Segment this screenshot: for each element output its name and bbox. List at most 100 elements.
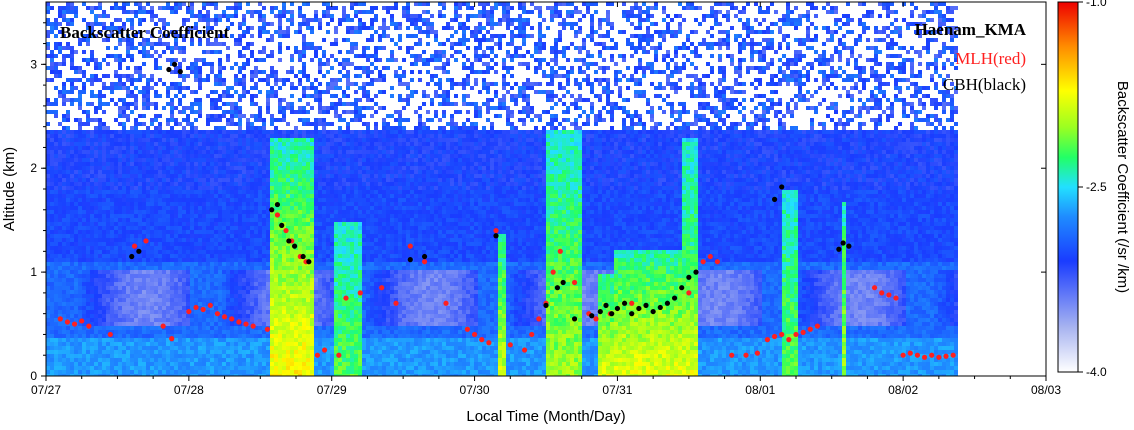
heatmap-cell	[106, 226, 110, 230]
heatmap-cell	[98, 370, 102, 374]
heatmap-cell	[302, 22, 306, 26]
heatmap-cell	[66, 362, 70, 366]
heatmap-cell	[158, 326, 162, 330]
heatmap-cell	[282, 290, 286, 294]
heatmap-cell	[102, 38, 106, 42]
heatmap-cell	[50, 58, 54, 62]
heatmap-cell	[230, 6, 234, 10]
heatmap-cell	[158, 194, 162, 198]
heatmap-cell	[146, 310, 150, 314]
heatmap-cell	[154, 354, 158, 358]
heatmap-cell	[202, 150, 206, 154]
heatmap-cell	[302, 218, 306, 222]
heatmap-cell	[182, 234, 186, 238]
heatmap-cell	[190, 130, 194, 134]
heatmap-cell	[70, 134, 74, 138]
heatmap-cell	[102, 374, 106, 376]
heatmap-cell	[62, 374, 66, 376]
heatmap-cell	[142, 74, 146, 78]
heatmap-cell	[286, 266, 290, 270]
heatmap-cell	[138, 194, 142, 198]
heatmap-cell	[286, 274, 290, 278]
heatmap-cell	[214, 238, 218, 242]
heatmap-cell	[118, 250, 122, 254]
heatmap-cell	[162, 134, 166, 138]
heatmap-cell	[190, 346, 194, 350]
heatmap-cell	[54, 294, 58, 298]
heatmap-cell	[250, 150, 254, 154]
heatmap-cell	[110, 286, 114, 290]
heatmap-cell	[246, 326, 250, 330]
heatmap-cell	[210, 234, 214, 238]
heatmap-cell	[130, 94, 134, 98]
heatmap-cell	[286, 142, 290, 146]
heatmap-cell	[218, 146, 222, 150]
heatmap-cell	[126, 262, 130, 266]
heatmap-cell	[66, 334, 70, 338]
heatmap-cell	[254, 322, 258, 326]
heatmap-cell	[174, 226, 178, 230]
heatmap-cell	[274, 306, 278, 310]
heatmap-cell	[290, 2, 294, 6]
heatmap-cell	[162, 370, 166, 374]
heatmap-cell	[262, 50, 266, 54]
heatmap-cell	[290, 10, 294, 14]
heatmap-cell	[154, 342, 158, 346]
heatmap-cell	[106, 150, 110, 154]
heatmap-cell	[166, 346, 170, 350]
heatmap-cell	[178, 102, 182, 106]
heatmap-cell	[182, 38, 186, 42]
heatmap-cell	[302, 310, 306, 314]
heatmap-cell	[210, 306, 214, 310]
heatmap-cell	[66, 110, 70, 114]
heatmap-cell	[182, 346, 186, 350]
heatmap-cell	[202, 226, 206, 230]
heatmap-cell	[270, 174, 274, 178]
heatmap-cell	[266, 362, 270, 366]
heatmap-cell	[218, 358, 222, 362]
heatmap-cell	[130, 102, 134, 106]
heatmap-cell	[154, 114, 158, 118]
heatmap-cell	[166, 58, 170, 62]
heatmap-cell	[150, 138, 154, 142]
heatmap-cell	[198, 150, 202, 154]
heatmap-cell	[106, 146, 110, 150]
heatmap-cell	[54, 74, 58, 78]
heatmap-cell	[182, 186, 186, 190]
heatmap-cell	[110, 338, 114, 342]
heatmap-cell	[138, 198, 142, 202]
heatmap-cell	[90, 362, 94, 366]
heatmap-cell	[214, 234, 218, 238]
heatmap-cell	[242, 130, 246, 134]
heatmap-cell	[94, 270, 98, 274]
heatmap-cell	[206, 162, 210, 166]
heatmap-cell	[114, 154, 118, 158]
heatmap-cell	[94, 94, 98, 98]
heatmap-cell	[186, 178, 190, 182]
heatmap-cell	[62, 14, 66, 18]
heatmap-cell	[166, 178, 170, 182]
heatmap-cell	[90, 290, 94, 294]
heatmap-cell	[94, 162, 98, 166]
heatmap-cell	[122, 26, 126, 30]
heatmap-cell	[266, 194, 270, 198]
heatmap-cell	[206, 62, 210, 66]
heatmap-cell	[62, 314, 66, 318]
heatmap-cell	[110, 198, 114, 202]
heatmap-cell	[138, 358, 142, 362]
heatmap-cell	[62, 338, 66, 342]
heatmap-cell	[218, 334, 222, 338]
heatmap-cell	[46, 350, 50, 354]
heatmap-cell	[278, 138, 282, 142]
heatmap-cell	[266, 306, 270, 310]
heatmap-cell	[166, 138, 170, 142]
heatmap-cell	[262, 374, 266, 376]
heatmap-cell	[198, 326, 202, 330]
heatmap-cell	[130, 270, 134, 274]
heatmap-cell	[174, 254, 178, 258]
heatmap-cell	[282, 214, 286, 218]
heatmap-cell	[122, 158, 126, 162]
heatmap-cell	[74, 246, 78, 250]
heatmap-cell	[250, 34, 254, 38]
heatmap-cell	[238, 166, 242, 170]
